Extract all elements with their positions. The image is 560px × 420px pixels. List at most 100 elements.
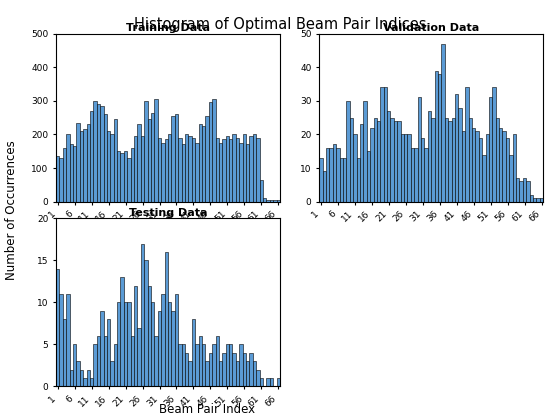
Bar bbox=[260, 180, 263, 202]
Bar bbox=[206, 361, 209, 386]
Bar bbox=[137, 328, 141, 386]
Bar bbox=[56, 156, 59, 202]
Bar bbox=[195, 344, 199, 386]
Bar bbox=[336, 148, 339, 202]
Bar bbox=[80, 370, 83, 386]
Bar bbox=[124, 302, 127, 386]
Bar bbox=[496, 118, 499, 202]
Bar bbox=[195, 143, 199, 202]
Bar bbox=[263, 198, 267, 202]
Bar bbox=[117, 302, 120, 386]
Bar bbox=[76, 123, 80, 202]
Bar bbox=[222, 353, 226, 386]
Bar bbox=[239, 344, 242, 386]
Bar bbox=[158, 311, 161, 386]
Bar bbox=[134, 136, 137, 202]
Bar bbox=[212, 99, 216, 202]
Bar bbox=[94, 344, 97, 386]
Bar bbox=[226, 344, 229, 386]
Bar bbox=[66, 134, 69, 202]
Bar bbox=[343, 158, 346, 202]
Bar bbox=[104, 114, 107, 202]
Bar bbox=[512, 134, 516, 202]
Bar bbox=[509, 155, 512, 202]
Bar bbox=[107, 131, 110, 202]
Bar bbox=[277, 200, 280, 202]
Bar bbox=[114, 119, 117, 202]
Bar bbox=[110, 361, 114, 386]
Text: Beam Pair Index: Beam Pair Index bbox=[159, 403, 255, 416]
Bar bbox=[333, 144, 336, 202]
Bar bbox=[353, 134, 357, 202]
Bar bbox=[192, 319, 195, 386]
Bar bbox=[346, 101, 350, 202]
Bar bbox=[120, 277, 124, 386]
Bar bbox=[59, 294, 63, 386]
Bar bbox=[267, 200, 270, 202]
Text: Histogram of Optimal Beam Pair Indices: Histogram of Optimal Beam Pair Indices bbox=[134, 17, 426, 32]
Bar bbox=[130, 336, 134, 386]
Bar bbox=[339, 158, 343, 202]
Bar bbox=[260, 378, 263, 386]
Bar bbox=[526, 181, 530, 202]
Bar bbox=[363, 101, 367, 202]
Bar bbox=[226, 136, 229, 202]
Bar bbox=[188, 136, 192, 202]
Bar bbox=[536, 198, 540, 202]
Bar bbox=[270, 200, 273, 202]
Bar bbox=[127, 158, 130, 202]
Bar bbox=[384, 87, 387, 202]
Bar bbox=[216, 138, 219, 202]
Bar bbox=[273, 200, 277, 202]
Bar bbox=[73, 344, 76, 386]
Bar bbox=[175, 114, 178, 202]
Bar bbox=[192, 138, 195, 202]
Bar bbox=[428, 111, 431, 202]
Bar bbox=[256, 138, 260, 202]
Bar bbox=[469, 118, 472, 202]
Bar bbox=[94, 101, 97, 202]
Bar bbox=[486, 134, 489, 202]
Bar bbox=[212, 344, 216, 386]
Bar bbox=[124, 151, 127, 202]
Bar bbox=[181, 144, 185, 202]
Text: Number of Occurrences: Number of Occurrences bbox=[4, 140, 18, 280]
Bar bbox=[458, 108, 462, 202]
Bar bbox=[253, 134, 256, 202]
Bar bbox=[127, 302, 130, 386]
Bar bbox=[350, 118, 353, 202]
Bar bbox=[253, 361, 256, 386]
Bar bbox=[530, 195, 533, 202]
Bar bbox=[66, 294, 69, 386]
Bar bbox=[451, 118, 455, 202]
Bar bbox=[199, 124, 202, 202]
Bar bbox=[319, 158, 323, 202]
Bar bbox=[144, 260, 148, 386]
Bar bbox=[465, 87, 469, 202]
Bar bbox=[168, 302, 171, 386]
Bar bbox=[199, 336, 202, 386]
Title: Training Data: Training Data bbox=[126, 23, 210, 33]
Bar bbox=[390, 118, 394, 202]
Bar bbox=[404, 134, 408, 202]
Bar bbox=[134, 286, 137, 386]
Bar bbox=[394, 121, 397, 202]
Bar bbox=[56, 269, 59, 386]
Bar bbox=[270, 378, 273, 386]
Bar bbox=[329, 148, 333, 202]
Bar bbox=[229, 139, 232, 202]
Bar bbox=[87, 124, 90, 202]
Title: Validation Data: Validation Data bbox=[383, 23, 479, 33]
Bar bbox=[408, 134, 411, 202]
Bar bbox=[100, 311, 104, 386]
Bar bbox=[232, 353, 236, 386]
Bar bbox=[76, 361, 80, 386]
Bar bbox=[59, 158, 63, 202]
Bar bbox=[435, 71, 438, 202]
Bar bbox=[117, 151, 120, 202]
Bar bbox=[516, 178, 520, 202]
Bar bbox=[165, 139, 168, 202]
Bar bbox=[267, 378, 270, 386]
Bar bbox=[462, 131, 465, 202]
Bar bbox=[326, 148, 329, 202]
